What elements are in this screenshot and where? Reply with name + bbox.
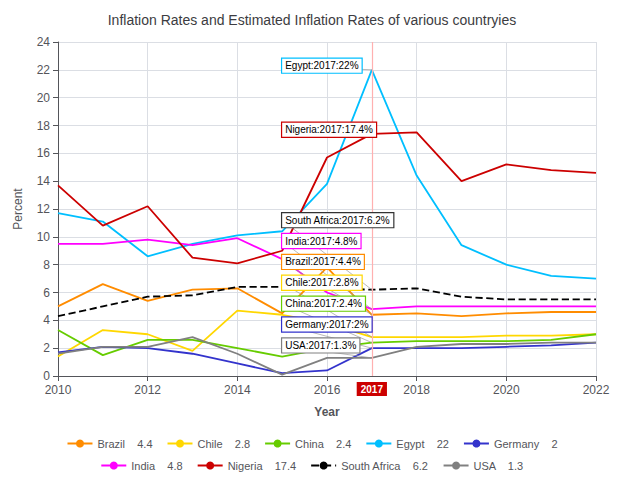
svg-text:16: 16 (37, 146, 51, 160)
svg-text:Nigeria 17.4: Nigeria 17.4 (228, 460, 296, 472)
svg-text:Germany 2: Germany 2 (494, 438, 558, 450)
svg-text:South Africa 6.2: South Africa 6.2 (341, 460, 428, 472)
svg-text:Brazil:2017:4.4%: Brazil:2017:4.4% (285, 256, 361, 267)
svg-text:12: 12 (37, 202, 51, 216)
svg-text:Nigeria:2017:17.4%: Nigeria:2017:17.4% (285, 124, 373, 135)
svg-text:Germany:2017:2%: Germany:2017:2% (285, 319, 368, 330)
svg-text:2014: 2014 (224, 383, 251, 397)
svg-text:India 4.8: India 4.8 (131, 460, 182, 472)
svg-text:India:2017:4.8%: India:2017:4.8% (285, 236, 357, 247)
svg-text:Chile:2017:2.8%: Chile:2017:2.8% (285, 277, 358, 288)
svg-text:2010: 2010 (45, 383, 72, 397)
svg-text:0: 0 (43, 369, 50, 383)
svg-text:14: 14 (37, 174, 51, 188)
svg-text:Percent: Percent (11, 188, 25, 230)
svg-text:2016: 2016 (314, 383, 341, 397)
svg-text:10: 10 (37, 230, 51, 244)
svg-text:Chile 2.8: Chile 2.8 (198, 438, 251, 450)
svg-text:2: 2 (43, 341, 50, 355)
svg-text:2012: 2012 (134, 383, 161, 397)
svg-text:2017: 2017 (361, 384, 384, 395)
svg-text:China 2.4: China 2.4 (295, 438, 351, 450)
svg-text:USA 1.3: USA 1.3 (474, 460, 524, 472)
svg-text:2018: 2018 (403, 383, 430, 397)
svg-text:18: 18 (37, 119, 51, 133)
svg-text:8: 8 (43, 258, 50, 272)
svg-text:South Africa:2017:6.2%: South Africa:2017:6.2% (285, 215, 390, 226)
svg-text:Egypt 22: Egypt 22 (396, 438, 449, 450)
svg-text:USA:2017:1.3%: USA:2017:1.3% (285, 340, 356, 351)
svg-text:22: 22 (37, 63, 51, 77)
svg-text:2020: 2020 (493, 383, 520, 397)
svg-text:24: 24 (37, 35, 51, 49)
svg-text:Brazil 4.4: Brazil 4.4 (97, 438, 152, 450)
svg-text:China:2017:2.4%: China:2017:2.4% (285, 298, 362, 309)
svg-text:Inflation Rates and Estimated: Inflation Rates and Estimated Inflation … (108, 12, 517, 28)
svg-text:Egypt:2017:22%: Egypt:2017:22% (285, 60, 358, 71)
svg-text:4: 4 (43, 313, 50, 327)
svg-text:Year: Year (314, 405, 340, 419)
svg-text:6: 6 (43, 286, 50, 300)
svg-text:2022: 2022 (583, 383, 610, 397)
svg-text:20: 20 (37, 91, 51, 105)
